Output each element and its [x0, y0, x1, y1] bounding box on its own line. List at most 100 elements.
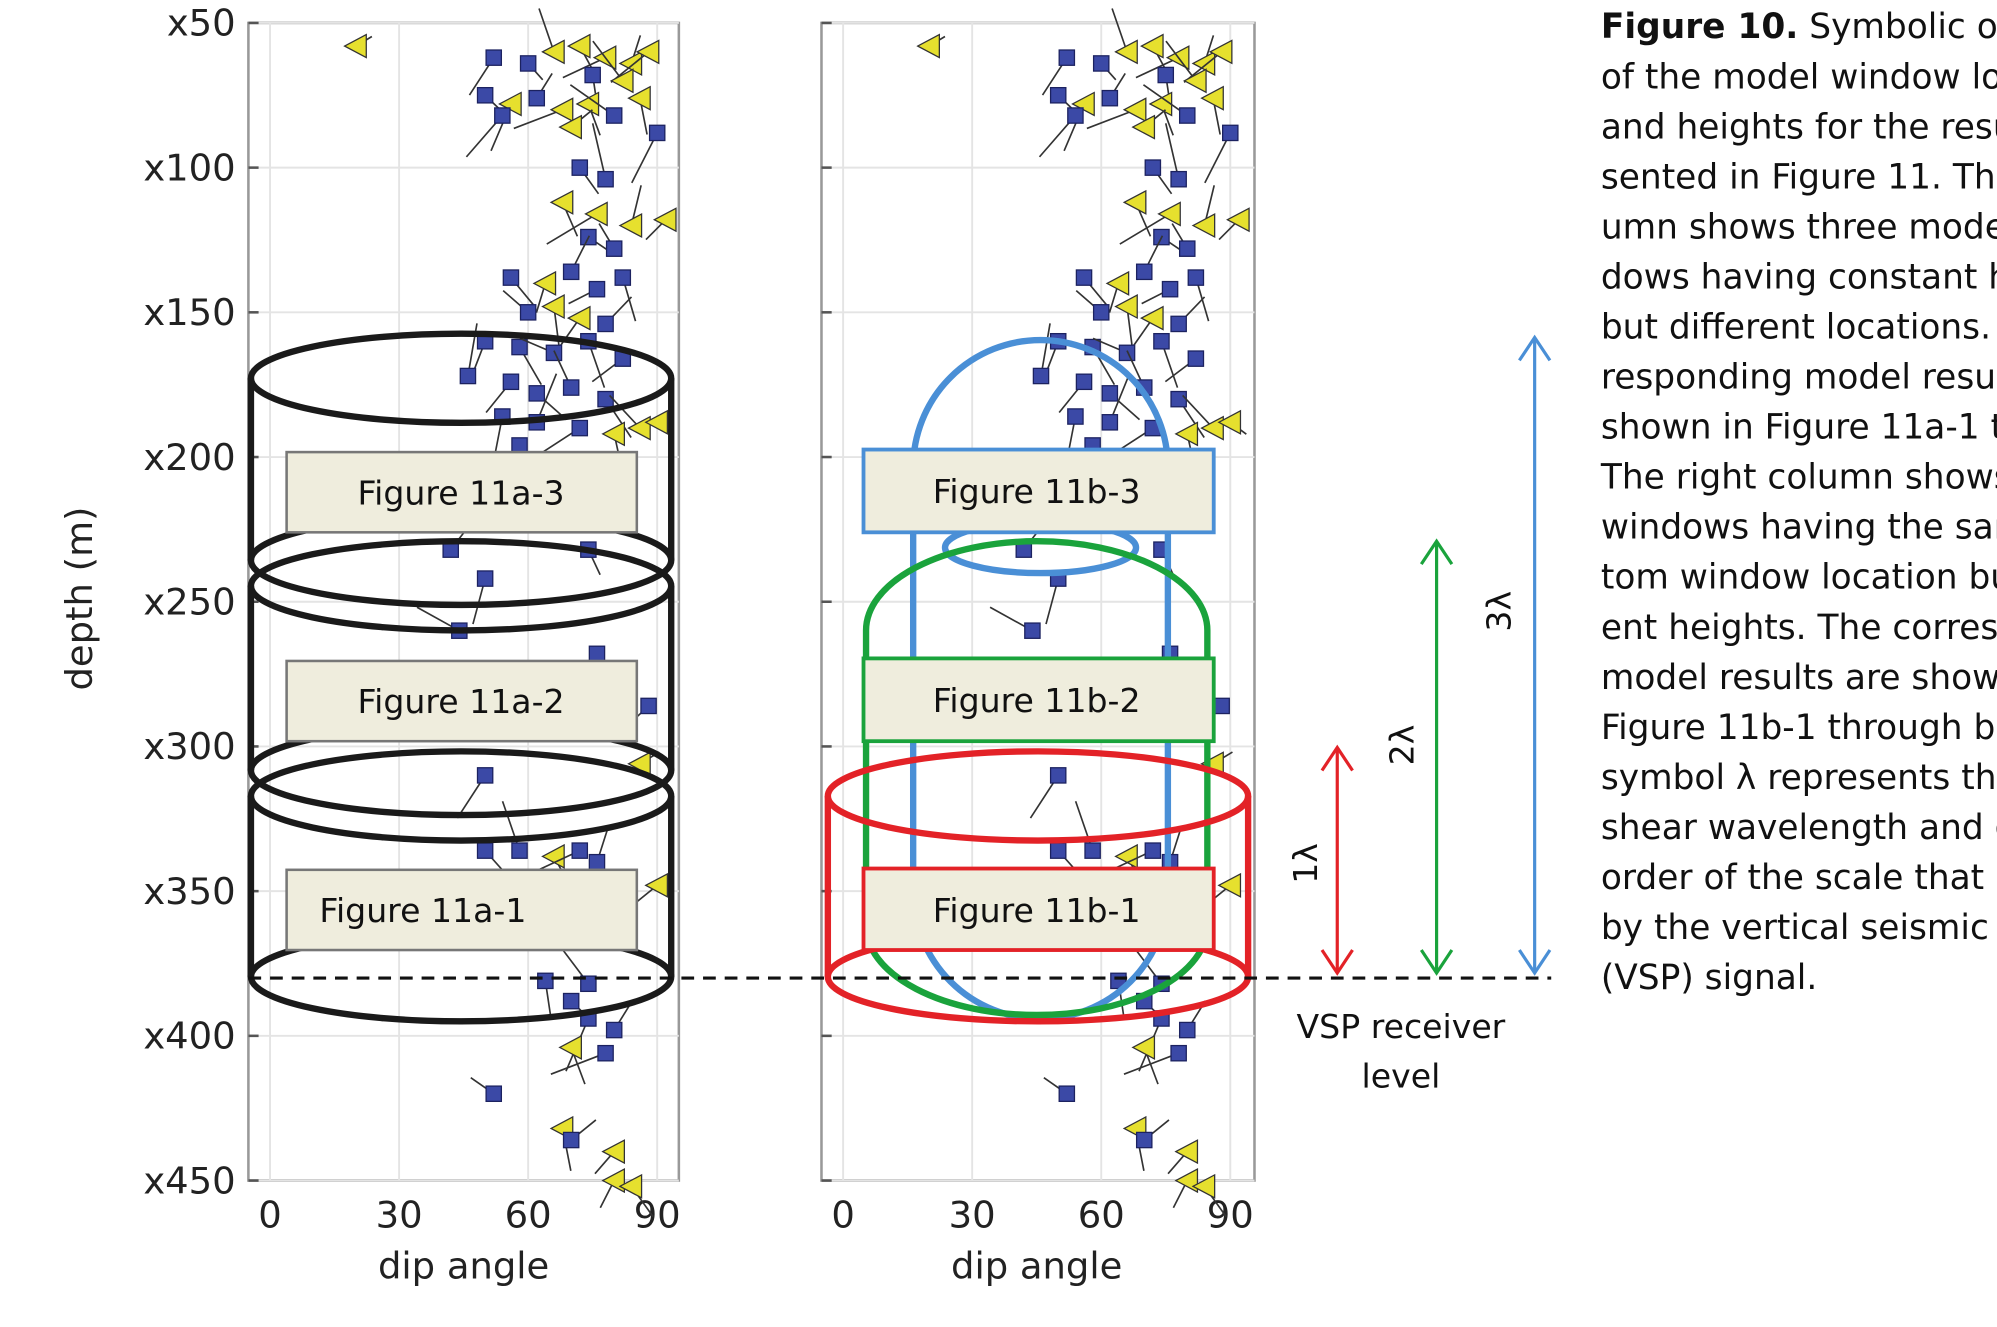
x-tick-label: 30 [949, 1194, 996, 1237]
data-point-square [597, 390, 632, 438]
caption-line: umn shows three model wi [1601, 207, 1997, 247]
y-tick-label: x100 [143, 146, 235, 189]
data-point-triangle [1086, 97, 1147, 130]
data-point-square [485, 373, 520, 413]
figure-caption: Figure 10. Symbolic ove of the model win… [1600, 7, 1997, 998]
data-point-triangle [546, 201, 608, 245]
data-point-square [1038, 107, 1084, 158]
data-point-triangle [627, 85, 651, 135]
data-point-triangle [1217, 409, 1247, 435]
data-point-square [1101, 72, 1126, 107]
x-axis-label-b: dip angle [951, 1245, 1122, 1288]
x-tick-label: 60 [1078, 1194, 1125, 1237]
data-point-square [588, 828, 609, 871]
label-11a-1: Figure 11a-1 [319, 891, 526, 930]
caption-line: model results are shown [1601, 658, 1997, 698]
caption-line-1: Figure 10. Symbolic ove [1601, 7, 1997, 47]
caption-line: of the model window loca [1601, 57, 1997, 97]
data-point-square [1141, 280, 1179, 305]
caption-line: ent heights. The correspon [1601, 608, 1997, 648]
data-point-square [1170, 296, 1206, 333]
data-point-square [1092, 337, 1136, 362]
data-point-square [528, 72, 553, 107]
arrow-1lambda [1320, 744, 1354, 976]
data-point-triangle [558, 1034, 586, 1085]
data-point-triangle [1167, 1139, 1199, 1175]
data-point-square [501, 800, 528, 859]
data-point-triangle [618, 185, 643, 239]
caption-line: sented in Figure 11. The le [1601, 157, 1997, 197]
caption-line: order of the scale that is p [1601, 858, 1997, 898]
label-11b-3: Figure 11b-3 [933, 472, 1141, 511]
x-tick-label: 0 [258, 1194, 282, 1237]
caption-line: windows having the same [1601, 508, 1997, 548]
data-point-triangle [1191, 185, 1216, 239]
data-point-triangle [1191, 35, 1216, 76]
data-point-square [989, 606, 1041, 639]
data-point-square [456, 767, 494, 819]
caption-line: and heights for the results [1601, 107, 1997, 147]
data-point-triangle [1191, 1173, 1227, 1218]
data-point-square [562, 1119, 597, 1149]
data-point-square [511, 338, 543, 386]
data-point-triangle [1119, 201, 1181, 245]
data-point-square [470, 1076, 503, 1103]
x-tick-label: 0 [831, 1194, 855, 1237]
x-tick-label: 60 [505, 1194, 552, 1237]
data-point-triangle [1131, 1034, 1159, 1085]
data-point-square [569, 84, 623, 124]
data-point-square [1153, 332, 1179, 388]
data-point-square [465, 107, 511, 158]
data-point-triangle [1111, 8, 1138, 65]
data-point-square [502, 289, 537, 321]
data-point-square [468, 49, 503, 96]
data-point-square [1092, 55, 1117, 81]
data-point-triangle [594, 1139, 626, 1175]
data-point-square [1075, 289, 1110, 321]
window-labels-a: Figure 11a-3 Figure 11a-2 Figure 11a-1 [285, 450, 639, 952]
data-point-square [1101, 385, 1141, 421]
x-axis-label-a: dip angle [378, 1245, 549, 1288]
caption-line: responding model results a [1601, 358, 1997, 398]
data-point-square [1029, 767, 1067, 819]
data-point-square [472, 570, 494, 625]
data-point-square [1135, 235, 1164, 281]
data-point-triangle [1132, 305, 1164, 347]
data-point-square [1043, 1076, 1076, 1103]
caption-line: but different locations. Th [1601, 307, 1997, 347]
data-point-square [1041, 49, 1076, 96]
data-point-square [562, 235, 591, 281]
y-tick-label: x400 [143, 1015, 235, 1058]
window-2lambda [862, 538, 1211, 1019]
data-point-square [1123, 1044, 1187, 1075]
caption-line: The right column shows th [1600, 458, 1997, 498]
data-point-triangle [558, 109, 593, 140]
arrow-3lambda [1518, 334, 1552, 976]
data-point-square [1142, 84, 1196, 124]
y-tick-label: x300 [143, 725, 235, 768]
y-tick-label: x150 [143, 291, 235, 334]
data-point-triangle [343, 33, 373, 59]
data-point-square [1164, 123, 1187, 188]
y-tick-label: x450 [143, 1159, 235, 1202]
data-point-triangle [549, 189, 579, 237]
caption-line: Figure 11b-1 through b-3. [1601, 708, 1997, 748]
label-11b-2: Figure 11b-2 [933, 681, 1141, 720]
data-point-square [591, 123, 614, 188]
caption-line: (VSP) signal. [1601, 958, 1817, 998]
data-point-square [1164, 350, 1205, 383]
data-point-square [568, 280, 606, 305]
data-point-square [571, 159, 600, 195]
caption-line: by the vertical seismic pro [1601, 908, 1997, 948]
caption-line: shear wavelength and give [1601, 808, 1997, 848]
label-3lambda: 3λ [1479, 591, 1518, 632]
data-point-square [1032, 323, 1051, 385]
data-point-square [543, 419, 589, 453]
data-point-triangle [532, 270, 557, 313]
data-point-triangle [618, 1173, 654, 1218]
data-point-square [1178, 1000, 1207, 1039]
data-point-square [550, 1044, 614, 1075]
data-point-square [1058, 373, 1093, 413]
data-point-square [1066, 408, 1084, 458]
